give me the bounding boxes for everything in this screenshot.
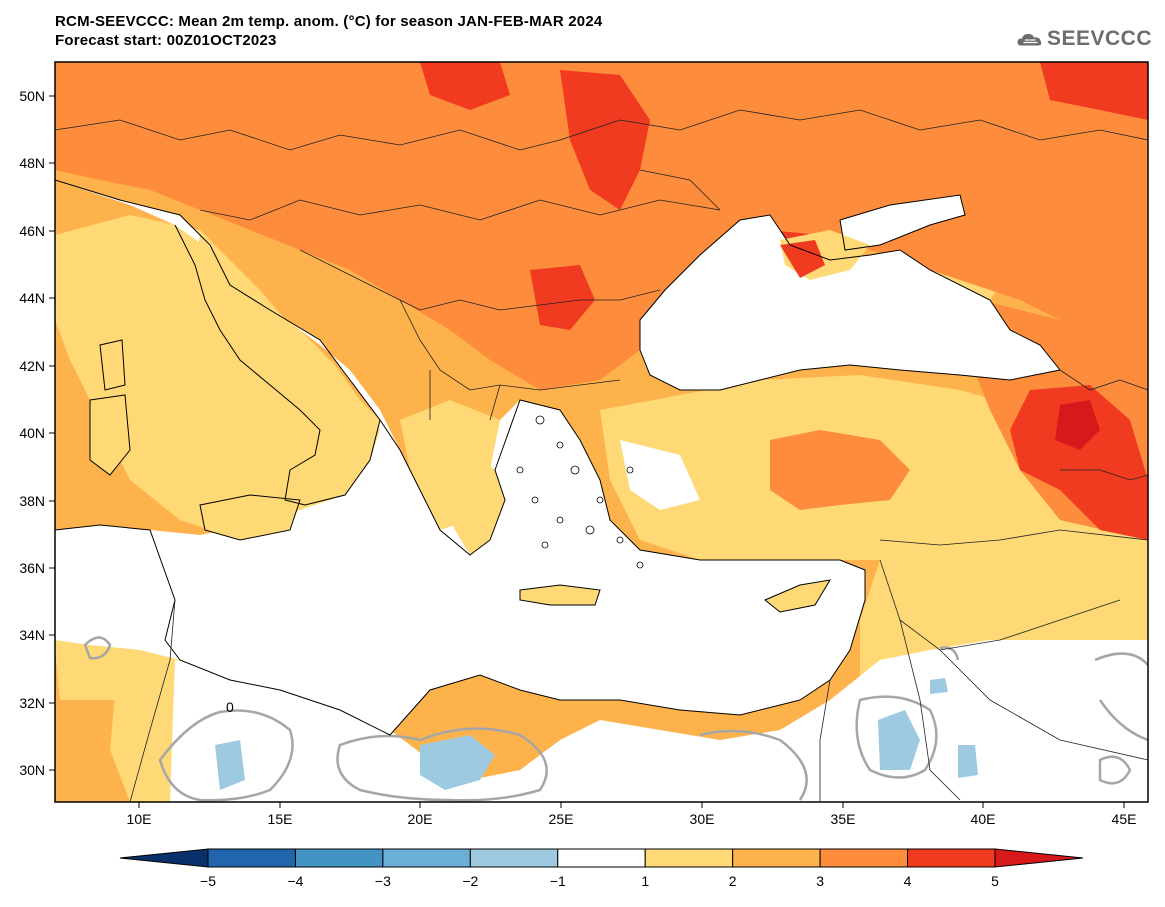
colorbar-tick-label: 1 [641,873,649,889]
crimea-hot [780,240,825,278]
lat-label-46n: 46N [19,223,45,239]
colorbar-tick-label: −5 [200,873,216,889]
map-field: 0 [55,62,1148,802]
lat-label-40n: 40N [19,425,45,441]
colorbar-low-arrow [119,848,209,868]
lat-label-34n: 34N [19,627,45,643]
colorbar-high-arrow [994,848,1084,868]
lat-label-30n: 30N [19,762,45,778]
colorbar-box [557,848,646,868]
band-neg-jordan [878,710,920,770]
lon-label-40e: 40E [971,811,996,827]
seevccc-logo: SEEVCCC [1017,22,1152,56]
black-sea [640,215,1060,390]
band-4-5-romania [530,265,595,330]
latitude-axis [49,95,55,771]
mediterranean-sea [55,180,865,735]
band-3-4-anatolia-centre [770,430,910,510]
zero-contours [83,636,1148,802]
country-borders [55,109,1148,802]
colorbar-tick-label: 3 [816,873,824,889]
coastlines [55,179,1061,736]
colorbar-tick-label: 4 [904,873,912,889]
lon-label-25e: 25E [549,811,574,827]
band-3-4-central-europe [55,62,1148,390]
colorbar-tick-label: 5 [991,873,999,889]
lon-label-45e: 45E [1112,811,1137,827]
band-neg-iraq [930,678,948,694]
lon-label-15e: 15E [268,811,293,827]
band-4-5-russia [1040,62,1148,120]
band-4-5-poland [420,62,510,110]
corsica-land [100,340,125,390]
lat-label-42n: 42N [19,358,45,374]
title-line-2: Forecast start: 00Z01OCT2023 [55,32,277,49]
band-neg-libya-1 [420,735,495,790]
lat-label-36n: 36N [19,560,45,576]
greece-land [410,425,505,555]
band-neg-saudi [958,745,978,778]
band-neutral-balkans-gap [620,440,700,510]
colorbar-tick-label: 2 [729,873,737,889]
contour-label: 0 [226,699,234,715]
map-title: RCM-SEEVCCC: Mean 2m temp. anom. (°C) fo… [55,12,602,50]
italy-land [195,235,380,505]
colorbar-box [907,848,996,868]
lat-label-38n: 38N [19,493,45,509]
cloud-icon [1017,33,1042,46]
colorbar-box [207,848,296,868]
colorbar-box [294,848,384,868]
lon-label-10e: 10E [127,811,152,827]
band-neg-libya-2 [215,740,245,790]
sicily-land [200,495,300,540]
sardinia-land [90,395,130,475]
colorbar: −5 −4 −3 −2 −1 1 2 3 4 5 [119,848,1084,889]
title-line-1: RCM-SEEVCCC: Mean 2m temp. anom. (°C) fo… [55,13,603,30]
band-4-5-carpathians [560,70,650,210]
cyprus-land [765,580,830,612]
lat-label-44n: 44N [19,290,45,306]
aegean-islands [516,415,644,569]
logo-text: SEEVCCC [1046,27,1152,50]
colorbar-box [469,848,559,868]
lon-label-20e: 20E [408,811,433,827]
lat-label-32n: 32N [19,695,45,711]
lon-label-30e: 30E [690,811,715,827]
lat-label-48n: 48N [19,155,45,171]
colorbar-tick-label: −4 [287,873,303,889]
colorbar-box [732,848,821,868]
band-4-5-armenia [1055,400,1100,450]
colorbar-tick-label: −1 [550,873,566,889]
colorbar-box [382,848,471,868]
lon-label-35e: 35E [831,811,856,827]
colorbar-box [819,848,909,868]
sea-of-azov [840,195,965,250]
longitude-axis [138,802,1125,808]
map-frame [54,61,1149,803]
lat-label-50n: 50N [19,88,45,104]
colorbar-box [644,848,734,868]
band-4-5-east-turkey [1010,385,1148,540]
colorbar-tick-label: −3 [375,873,391,889]
crete-land [520,585,600,605]
colorbar-tick-label: −2 [462,873,478,889]
